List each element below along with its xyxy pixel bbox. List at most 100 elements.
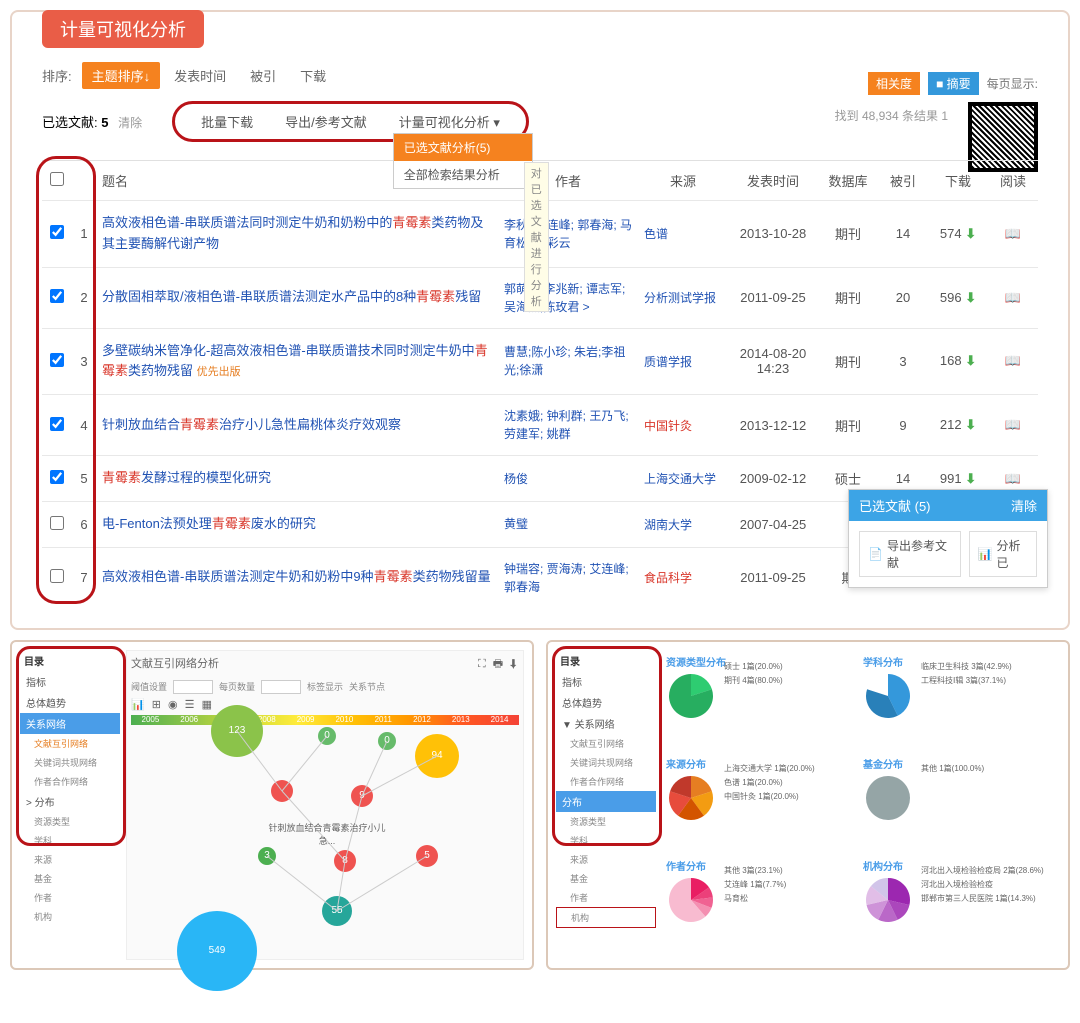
viz-analysis[interactable]: 计量可视化分析 ▾ 已选文献分析(5) 全部检索结果分析 对已选文献进行分析 — [393, 110, 506, 133]
sidebar-title: 目录 — [20, 650, 120, 671]
section-tag: 计量可视化分析 — [42, 10, 204, 48]
sidebar-title-r: 目录 — [556, 650, 656, 671]
network-node[interactable]: 8 — [334, 850, 356, 872]
header-db: 数据库 — [818, 161, 878, 201]
title-link[interactable]: 电-Fenton法预处理青霉素废水的研究 — [102, 516, 316, 531]
db-cell: 期刊 — [818, 267, 878, 328]
title-link[interactable]: 多壁碳纳米管净化-超高效液相色谱-串联质谱技术同时测定牛奶中青霉素类药物残留 — [102, 343, 488, 379]
read-icon[interactable]: 📖 — [1005, 290, 1021, 305]
center-node-label: 针刺放血结合青霉素治疗小儿急... — [267, 821, 387, 847]
source-cell[interactable]: 色谱 — [638, 201, 728, 268]
sort-cite[interactable]: 被引 — [240, 62, 286, 89]
date-cell: 2013-10-28 — [728, 201, 818, 268]
download-icon[interactable]: ⬇ — [965, 290, 976, 305]
header-read: 阅读 — [988, 161, 1038, 201]
nav-indicator[interactable]: 指标 — [20, 671, 120, 692]
db-cell: 期刊 — [818, 395, 878, 456]
network-node[interactable] — [271, 780, 293, 802]
threshold-input[interactable] — [173, 680, 213, 694]
nav-citation-net[interactable]: 文献互引网络 — [20, 734, 120, 753]
title-link[interactable]: 青霉素发酵过程的模型化研究 — [102, 470, 271, 485]
read-icon[interactable]: 📖 — [1005, 417, 1021, 432]
author-cell[interactable]: 曹慧;陈小珍; 朱岩;李祖光;徐潇 — [498, 328, 638, 395]
header-dl: 下载 — [928, 161, 988, 201]
row-checkbox[interactable] — [50, 470, 64, 484]
network-node[interactable]: 123 — [211, 705, 263, 757]
sort-date[interactable]: 发表时间 — [164, 62, 236, 89]
batch-download[interactable]: 批量下载 — [195, 110, 259, 133]
pagesize-input[interactable] — [261, 680, 301, 694]
sort-active[interactable]: 主题排序↓ — [82, 62, 161, 89]
analyze-btn[interactable]: 📊 分析已 — [969, 531, 1037, 577]
nav-dist[interactable]: > 分布 — [20, 791, 120, 812]
canvas-tools[interactable]: ⛶ 🖶 ⬇ — [478, 655, 519, 674]
title-link[interactable]: 高效液相色谱-串联质谱法测定牛奶和奶粉中9种青霉素类药物残留量 — [102, 569, 491, 584]
network-canvas: 文献互引网络分析 ⛶ 🖶 ⬇ 阈值设置 每页数量 标签显示 关系节点 📊 ⊞ ◉… — [126, 650, 524, 960]
row-checkbox[interactable] — [50, 353, 64, 367]
row-checkbox[interactable] — [50, 569, 64, 583]
author-cell[interactable]: 郭萌萌;李兆新; 谭志军; 吴海燕;陈玫君 > — [498, 267, 638, 328]
cite-cell: 9 — [878, 395, 928, 456]
author-cell[interactable]: 黄璧 — [498, 501, 638, 547]
title-link[interactable]: 针刺放血结合青霉素治疗小儿急性扁桃体炎疗效观察 — [102, 417, 401, 432]
author-cell[interactable]: 钟瑞容; 贾海涛; 艾连峰; 郭春海 — [498, 547, 638, 608]
export-ref[interactable]: 导出/参考文献 — [279, 110, 373, 133]
header-cite: 被引 — [878, 161, 928, 201]
download-icon[interactable]: ⬇ — [965, 417, 976, 432]
pie-chart — [666, 671, 716, 721]
source-cell[interactable]: 中国针灸 — [638, 395, 728, 456]
analyze-all[interactable]: 全部检索结果分析 — [394, 161, 532, 188]
source-cell[interactable]: 分析测试学报 — [638, 267, 728, 328]
download-icon[interactable]: ⬇ — [965, 471, 976, 486]
source-cell[interactable]: 质谱学报 — [638, 328, 728, 395]
nav-dist-active[interactable]: 分布 — [556, 791, 656, 812]
row-checkbox[interactable] — [50, 225, 64, 239]
download-icon[interactable]: ⬇ — [965, 226, 976, 241]
row-checkbox[interactable] — [50, 417, 64, 431]
cite-cell: 20 — [878, 267, 928, 328]
date-cell: 2007-04-25 — [728, 501, 818, 547]
relevance-button[interactable]: 相关度 — [868, 72, 920, 95]
download-icon[interactable]: ⬇ — [965, 353, 976, 368]
network-node[interactable]: 0 — [378, 732, 396, 750]
row-checkbox[interactable] — [50, 516, 64, 530]
db-cell: 期刊 — [818, 201, 878, 268]
export-ref-btn[interactable]: 📄 导出参考文献 — [859, 531, 961, 577]
read-icon[interactable]: 📖 — [1005, 353, 1021, 368]
read-icon[interactable]: 📖 — [1005, 226, 1021, 241]
network-node[interactable]: 3 — [258, 847, 276, 865]
clear-link[interactable]: 清除 — [118, 116, 142, 130]
canvas-title: 文献互引网络分析 — [131, 655, 219, 674]
network-node[interactable]: 549 — [177, 911, 257, 991]
read-icon[interactable]: 📖 — [1005, 471, 1021, 486]
network-node[interactable]: 55 — [322, 896, 352, 926]
pie-cell: 资源类型分布 硕士 1篇(20.0%)期刊 4篇(80.0%) — [666, 654, 859, 752]
source-cell[interactable]: 上海交通大学 — [638, 456, 728, 502]
viz-dropdown: 已选文献分析(5) 全部检索结果分析 对已选文献进行分析 — [393, 133, 533, 189]
analyze-selected[interactable]: 已选文献分析(5) — [394, 134, 532, 161]
pie-cell: 作者分布 其他 3篇(23.1%)艾连峰 1篇(7.7%)马育松 — [666, 858, 859, 956]
source-cell[interactable]: 湖南大学 — [638, 501, 728, 547]
nav-network[interactable]: 关系网络 — [20, 713, 120, 734]
title-link[interactable]: 分散固相萃取/液相色谱-串联质谱法测定水产品中的8种青霉素残留 — [102, 289, 481, 304]
page-size-label: 每页显示: — [987, 75, 1038, 92]
sort-download[interactable]: 下载 — [290, 62, 336, 89]
author-cell[interactable]: 沈素娥; 钟利群; 王乃飞; 劳建军; 姚群 — [498, 395, 638, 456]
network-node[interactable]: 5 — [416, 845, 438, 867]
summary-button[interactable]: ■ 摘要 — [928, 72, 979, 95]
pie-grid: 资源类型分布 硕士 1篇(20.0%)期刊 4篇(80.0%)学科分布 临床卫生… — [662, 650, 1060, 960]
source-cell[interactable]: 食品科学 — [638, 547, 728, 608]
nav-trend[interactable]: 总体趋势 — [20, 692, 120, 713]
nav-keyword-net[interactable]: 关键词共现网络 — [20, 753, 120, 772]
select-all-checkbox[interactable] — [50, 172, 64, 186]
author-cell[interactable]: 杨俊 — [498, 456, 638, 502]
network-node[interactable]: 94 — [415, 734, 459, 778]
float-clear[interactable]: 清除 — [1011, 496, 1037, 515]
row-checkbox[interactable] — [50, 289, 64, 303]
network-node[interactable]: 0 — [318, 727, 336, 745]
author-cell[interactable]: 李秋; 艾连峰; 郭春海; 马育松; 葛彩云 — [498, 201, 638, 268]
network-node[interactable]: 9 — [351, 785, 373, 807]
title-link[interactable]: 高效液相色谱-串联质谱法同时测定牛奶和奶粉中的青霉素类药物及其主要酶解代谢产物 — [102, 215, 483, 251]
nav-author-net[interactable]: 作者合作网络 — [20, 772, 120, 791]
pie-cell: 来源分布 上海交通大学 1篇(20.0%)色谱 1篇(20.0%)中国针灸 1篇… — [666, 756, 859, 854]
